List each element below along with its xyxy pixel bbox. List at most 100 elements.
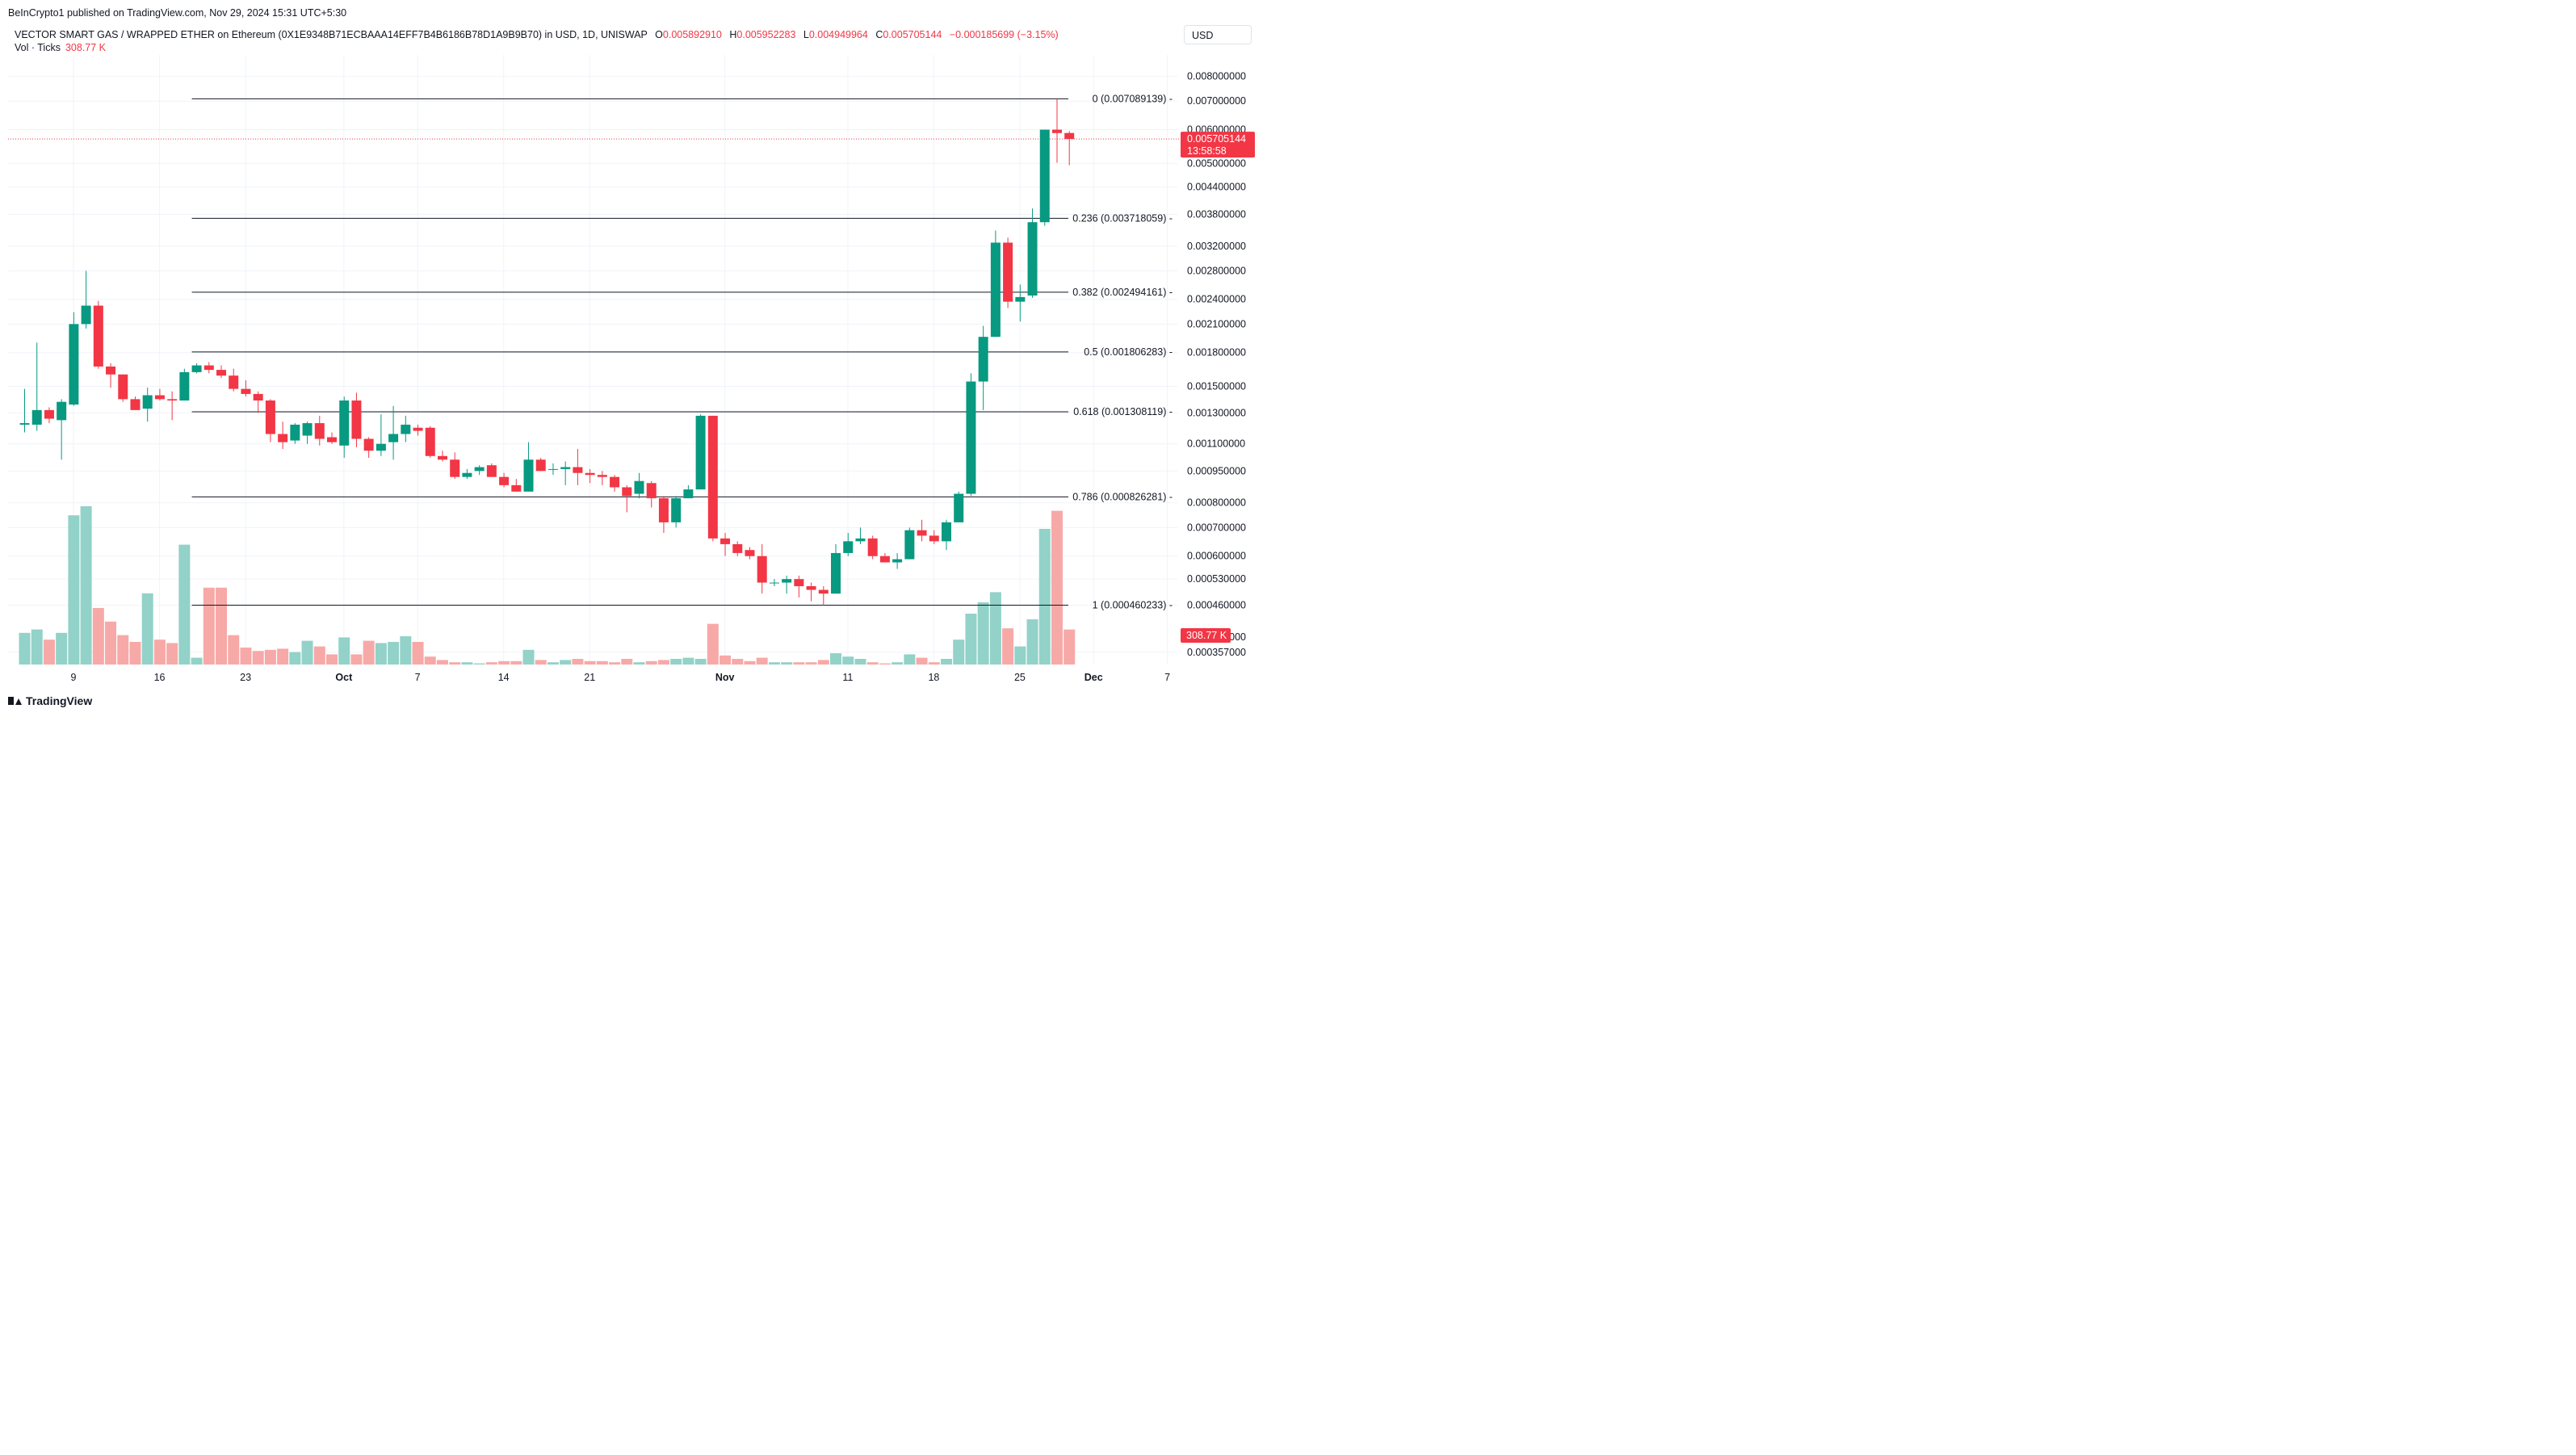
volume-bar [596,660,608,665]
candle-body [634,480,644,494]
price-chart[interactable]: 0 (0.007089139) - 0.236 (0.003718059) - 0.… [0,0,1263,713]
candle-body [339,400,350,446]
candle-body [794,579,804,586]
candle-body [720,538,731,544]
candle-body [462,472,472,477]
volume-bar [43,639,55,665]
candle-body [695,415,706,490]
x-tick-label: 18 [928,672,939,683]
volume-bar [301,640,313,665]
volume-value: 308.77 K [65,42,107,53]
tradingview-logo-icon [8,697,22,705]
volume-bar [228,635,240,665]
close-value: 0.005705144 [883,29,942,40]
volume-badge-value: 308.77 K [1186,630,1227,641]
candle-body [302,423,313,436]
volume-bar [535,660,547,665]
candle-body [646,483,657,499]
candle-body [486,465,497,477]
volume-bar [117,635,129,665]
volume-bar [633,662,645,665]
y-tick-label: 0.000530000 [1187,573,1246,585]
fib-level-label: 0.236 (0.003718059) - [1072,212,1173,224]
volume-bar [756,657,768,665]
volume-bar [793,662,805,665]
candle-body [990,242,1001,338]
currency-button[interactable]: USD [1184,25,1252,44]
candle-body [179,371,190,401]
volume-bar [240,648,252,665]
volume-bar [203,587,215,665]
candle-body [314,423,325,439]
volume-bar [129,642,141,665]
candle-body [203,365,214,371]
candle-body [511,484,522,492]
x-tick-label: Nov [715,672,735,683]
volume-bar [1051,510,1063,665]
candle-body [351,400,362,439]
candle-body [1064,132,1075,140]
candle-body [892,559,903,563]
volume-bar [252,651,264,665]
volume-bar [375,643,387,665]
volume-bar [916,657,928,665]
candle-body [818,589,829,594]
volume-bar [1038,529,1051,665]
candle-body [216,370,227,376]
candle-body [31,409,42,425]
volume-bar [904,654,916,665]
fib-level-label: 0.618 (0.001308119) - [1073,406,1173,417]
candle-body [93,305,103,367]
volume-bar [694,659,707,665]
high-value: 0.005952283 [736,29,796,40]
candle-body [548,468,558,470]
volume-bar [105,621,117,665]
volume-bar [547,662,559,665]
candle-body [954,493,964,522]
last-price-value: 0.005705144 [1187,133,1246,145]
candle-body [782,579,792,583]
volume-bar [670,659,682,665]
y-tick-label: 0.003200000 [1187,241,1246,252]
volume-bar [732,659,744,665]
volume-bar [645,660,657,665]
x-tick-label: 7 [1164,672,1170,683]
low-label: L [803,29,809,40]
candle-body [413,427,423,431]
volume-bar [572,659,584,665]
volume-bar [1026,619,1038,665]
candle-body [757,556,767,583]
x-tick-label: 21 [584,672,595,683]
close-label: C [875,29,883,40]
volume-bar [682,657,694,665]
volume-bar [866,662,879,665]
candle-body [658,498,669,522]
candle-body [401,424,411,434]
candle-body [69,324,79,405]
candle-body [535,459,546,472]
volume-bar [412,642,424,665]
volume-bar [326,654,338,665]
volume-bar [19,632,31,665]
y-tick-label: 0.001300000 [1187,407,1246,418]
candle-body [1051,129,1062,133]
x-tick-label: Oct [335,672,353,683]
candle-body [560,467,571,469]
y-tick-label: 0.002100000 [1187,318,1246,329]
volume-bar [92,608,104,665]
y-tick-label: 0.003800000 [1187,208,1246,220]
candle-body [610,476,620,488]
volume-bar [1014,646,1026,665]
volume-bar [485,662,497,665]
symbol-legend: VECTOR SMART GAS / WRAPPED ETHER on Ethe… [15,29,1059,40]
candle-body [265,400,275,434]
volume-bar [707,623,719,665]
volume-bar [153,639,166,665]
candle-body [1003,242,1013,302]
x-tick-label: 25 [1014,672,1026,683]
candle-body [241,388,251,394]
volume-bar [277,648,289,665]
tradingview-logo[interactable]: TradingView [8,694,92,707]
candle-body [388,434,399,442]
candle-body [966,381,976,494]
